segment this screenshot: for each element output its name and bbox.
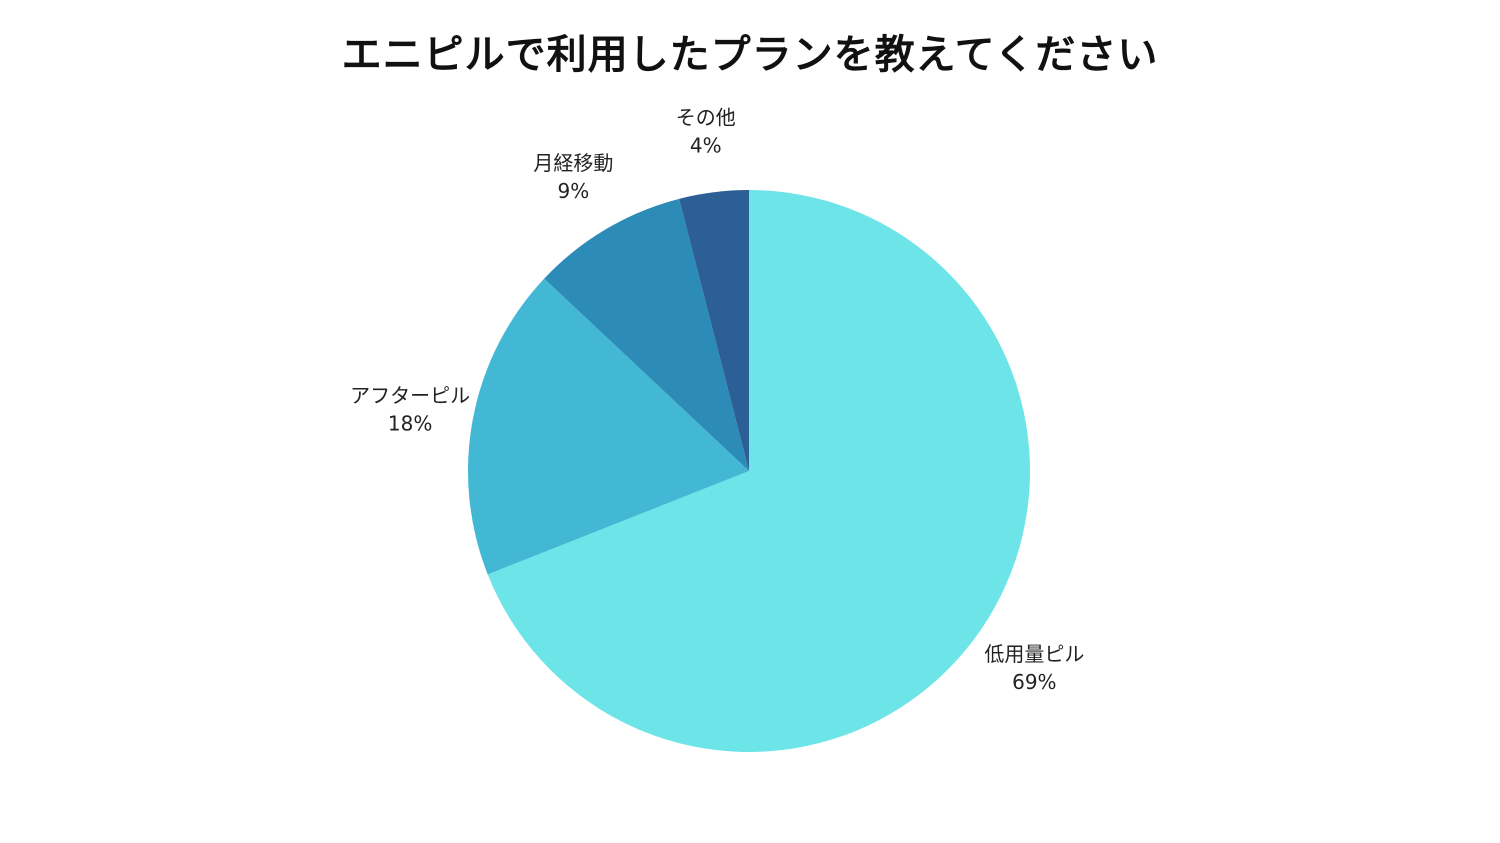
pie-slice — [487, 190, 1031, 752]
slice-category-label: その他 — [676, 106, 736, 130]
slice-value-label: 69% — [1012, 670, 1056, 694]
pie-slice — [679, 190, 749, 471]
pie-slice — [544, 198, 749, 471]
slice-category-label: 低用量ピル — [984, 642, 1084, 666]
slice-category-label: 月経移動 — [533, 151, 613, 175]
pie-labels: 低用量ピル 69% アフターピル 18% 月経移動 9% その他 4% — [350, 106, 1084, 694]
slice-value-label: 4% — [690, 134, 722, 158]
chart-title: エニピルで利用したプランを教えてください — [341, 32, 1159, 78]
pie-slices — [468, 190, 1031, 752]
pie-slice — [468, 278, 749, 575]
slice-value-label: 18% — [388, 411, 432, 435]
slice-value-label: 9% — [558, 179, 590, 203]
slice-category-label: アフターピル — [350, 383, 470, 407]
